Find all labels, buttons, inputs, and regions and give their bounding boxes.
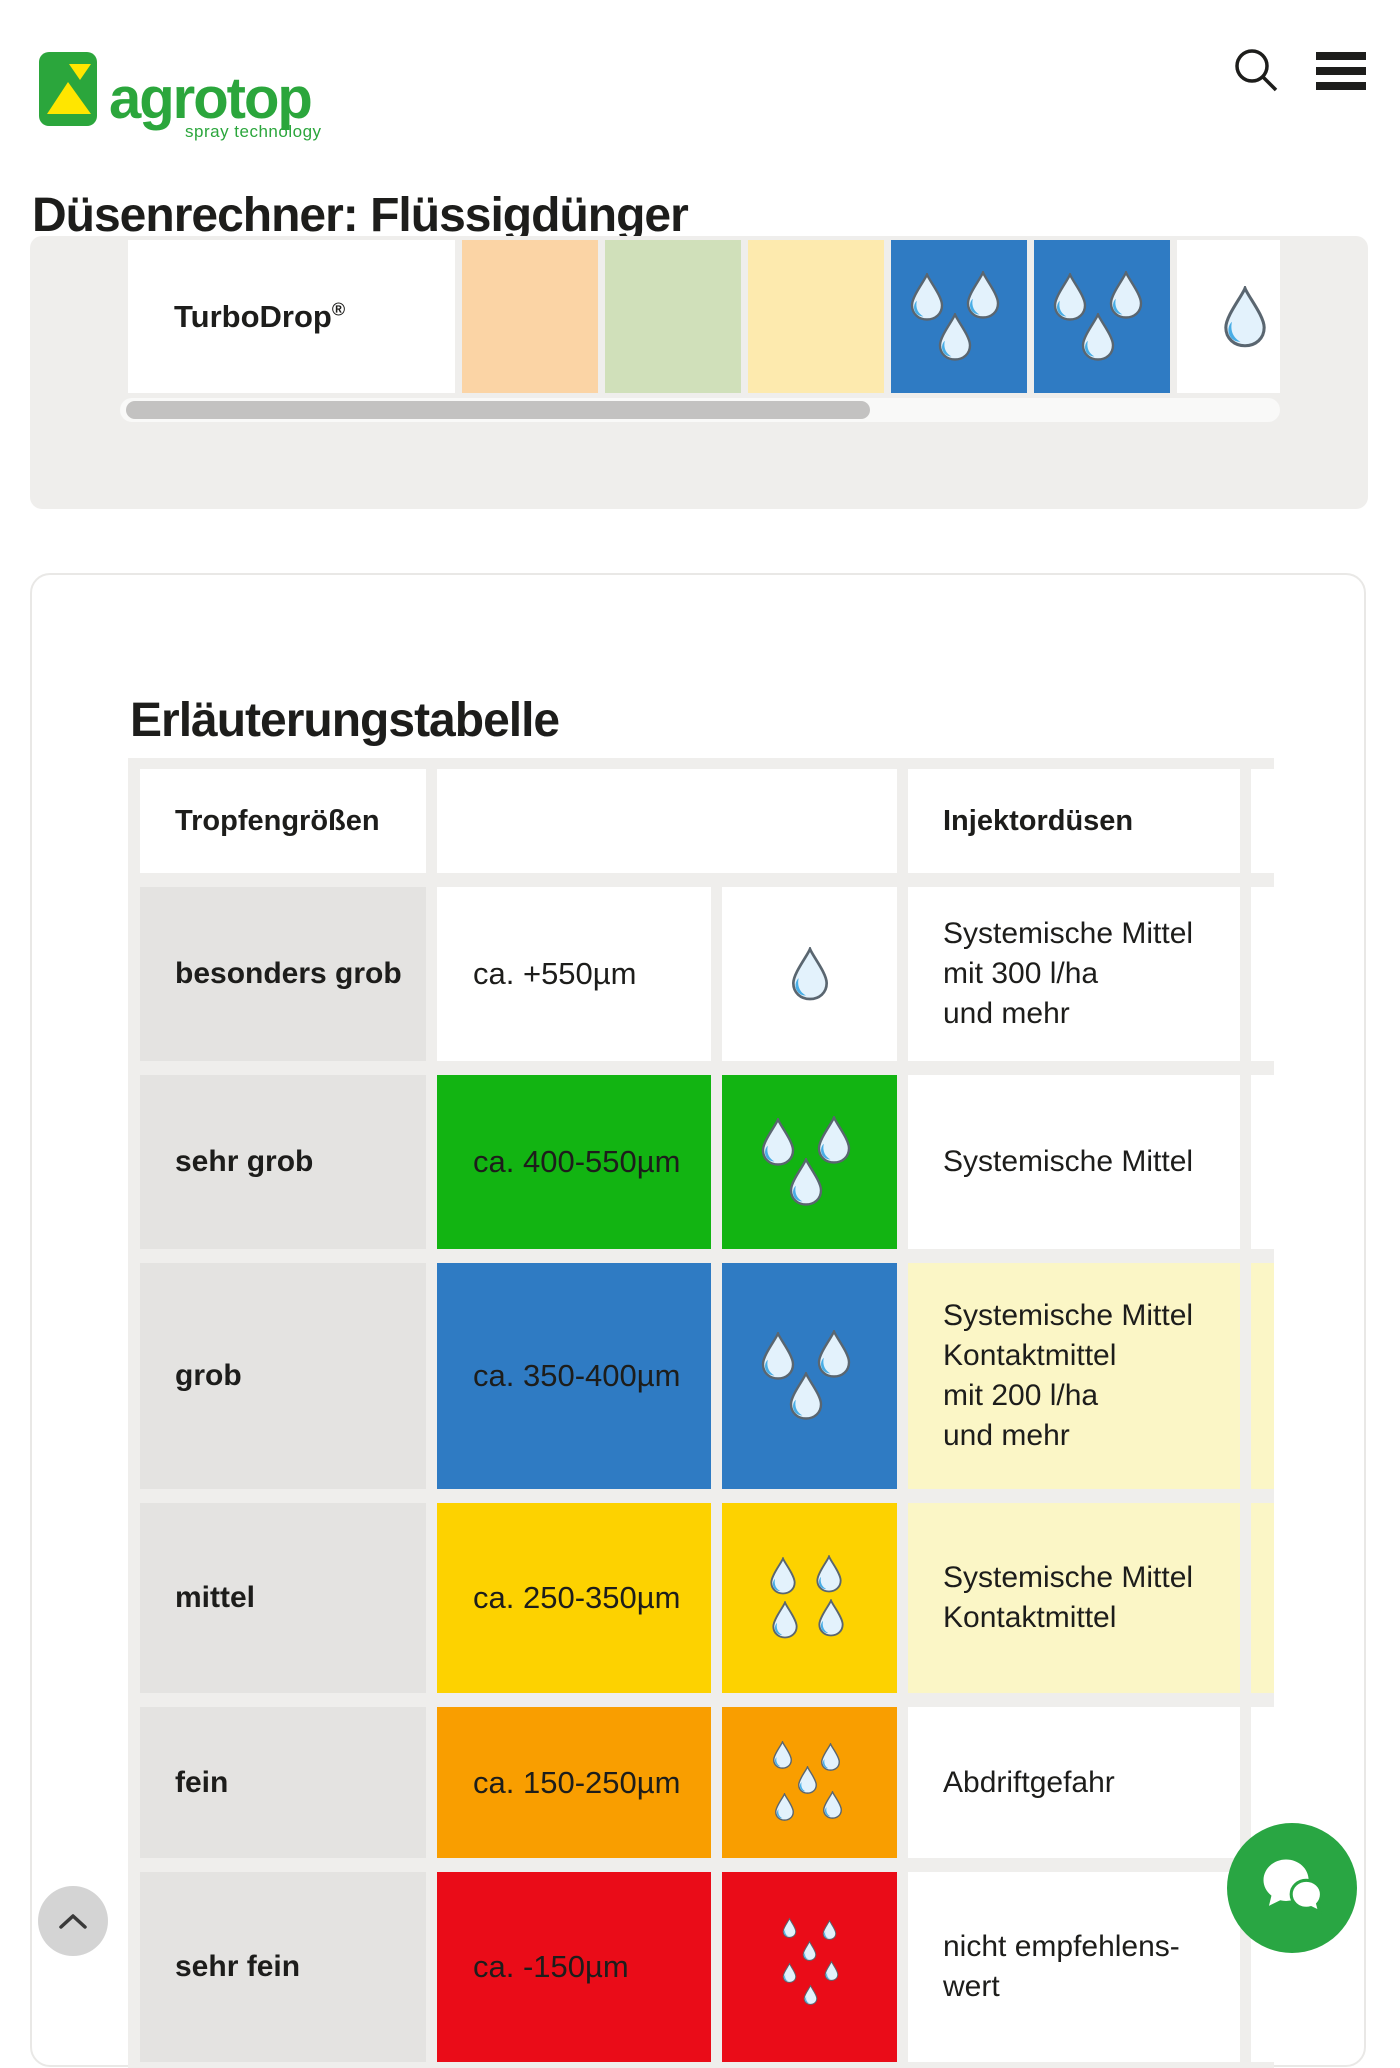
horizontal-scrollbar-track[interactable] bbox=[120, 398, 1280, 422]
header-cell-clipped bbox=[1251, 769, 1274, 873]
logo-brand-text: agrotop bbox=[109, 66, 313, 131]
row-label-cell: fein bbox=[140, 1707, 426, 1858]
swatch-white-drop bbox=[1177, 240, 1280, 393]
nozzle-strip-viewport: TurboDrop® bbox=[120, 240, 1280, 395]
agrotop-logo[interactable]: agrotop spray technology bbox=[39, 30, 322, 142]
row-size-cell: ca. 250-350µm bbox=[437, 1503, 711, 1693]
search-icon bbox=[1235, 49, 1278, 92]
row-note-cell: Systemische Mittel Kontaktmittel bbox=[908, 1503, 1240, 1693]
row-size-cell: ca. -150µm bbox=[437, 1872, 711, 2062]
row-label-cell: grob bbox=[140, 1263, 426, 1489]
droplet-1-icon bbox=[1222, 286, 1268, 348]
droplets-3-icon bbox=[760, 1116, 860, 1208]
logo-tagline: spray technology bbox=[185, 122, 322, 141]
hamburger-icon bbox=[1316, 52, 1366, 60]
header-cell-injektorduesen: Injektordüsen bbox=[908, 769, 1240, 873]
row-clipped-cell bbox=[1251, 1503, 1274, 1693]
nozzle-row-turbodrop: TurboDrop® bbox=[120, 240, 1280, 393]
droplets-5-icon bbox=[764, 1741, 856, 1825]
row-size-cell: ca. +550µm bbox=[437, 887, 711, 1061]
swatch-peach bbox=[462, 240, 598, 393]
row-label-cell: mittel bbox=[140, 1503, 426, 1693]
row-clipped-cell bbox=[1251, 1263, 1274, 1489]
droplets-3-icon bbox=[1052, 271, 1152, 363]
droplets-3-icon bbox=[909, 271, 1009, 363]
explanation-card: Erläuterungstabelle Tropfengrößen Injekt… bbox=[30, 573, 1366, 2068]
header-cell-empty bbox=[437, 769, 897, 873]
swatch-light-yellow bbox=[748, 240, 884, 393]
chat-bubbles-icon bbox=[1263, 1859, 1323, 1915]
droplets-6-icon bbox=[770, 1918, 850, 2016]
swatch-blue-drops bbox=[1034, 240, 1170, 393]
row-note-cell: Systemische Mittel bbox=[908, 1075, 1240, 1249]
row-size-cell: ca. 150-250µm bbox=[437, 1707, 711, 1858]
nozzle-name-cell: TurboDrop® bbox=[128, 240, 455, 393]
row-label-cell: besonders grob bbox=[140, 887, 426, 1061]
row-clipped-cell bbox=[1251, 1075, 1274, 1249]
page-title: Düsenrechner: Flüssigdünger bbox=[32, 189, 689, 243]
menu-button[interactable] bbox=[1316, 52, 1366, 90]
explanation-table-viewport: Tropfengrößen Injektordüsen besonders gr… bbox=[128, 758, 1274, 2068]
row-icon-cell bbox=[722, 1263, 897, 1489]
row-icon-cell bbox=[722, 887, 897, 1061]
row-label-cell: sehr grob bbox=[140, 1075, 426, 1249]
row-note-cell: Abdriftgefahr bbox=[908, 1707, 1240, 1858]
explanation-table: Tropfengrößen Injektordüsen besonders gr… bbox=[128, 758, 1274, 2068]
swatch-light-green bbox=[605, 240, 741, 393]
top-bar: agrotop spray technology bbox=[0, 0, 1400, 141]
droplet-1-icon bbox=[790, 947, 830, 1001]
scroll-to-top-button[interactable] bbox=[38, 1886, 108, 1956]
row-note-cell: Systemische Mittel Kontaktmittel mit 200… bbox=[908, 1263, 1240, 1489]
row-label-cell: sehr fein bbox=[140, 1872, 426, 2062]
horizontal-scrollbar-thumb[interactable] bbox=[126, 401, 870, 419]
row-icon-cell bbox=[722, 1872, 897, 2062]
row-size-cell: ca. 400-550µm bbox=[437, 1075, 711, 1249]
droplets-3-icon bbox=[760, 1330, 860, 1422]
row-note-cell: Systemische Mittel mit 300 l/ha und mehr bbox=[908, 887, 1240, 1061]
nozzle-strip-panel: TurboDrop® bbox=[30, 236, 1368, 509]
row-size-cell: ca. 350-400µm bbox=[437, 1263, 711, 1489]
row-icon-cell bbox=[722, 1707, 897, 1858]
nozzle-name: TurboDrop bbox=[174, 298, 332, 334]
row-clipped-cell bbox=[1251, 887, 1274, 1061]
header-cell-tropfengroessen: Tropfengrößen bbox=[140, 769, 426, 873]
chevron-up-icon bbox=[59, 1914, 87, 1929]
row-note-cell: nicht empfehlens- wert bbox=[908, 1872, 1240, 2062]
agrotop-logo-icon bbox=[39, 52, 97, 126]
row-clipped-cell bbox=[1251, 1707, 1274, 1858]
chat-button[interactable] bbox=[1227, 1823, 1357, 1953]
table-title: Erläuterungstabelle bbox=[130, 693, 560, 747]
droplets-4-icon bbox=[765, 1555, 855, 1641]
row-icon-cell bbox=[722, 1503, 897, 1693]
search-button[interactable] bbox=[1232, 46, 1280, 94]
swatch-blue-drops bbox=[891, 240, 1027, 393]
row-icon-cell bbox=[722, 1075, 897, 1249]
